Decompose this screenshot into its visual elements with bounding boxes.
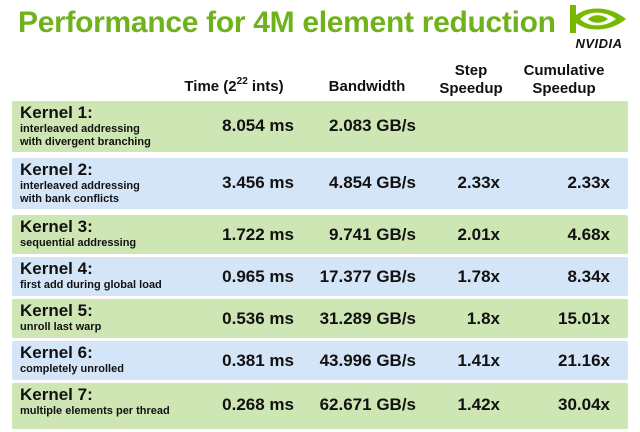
- bandwidth-value: 31.289 GB/s: [319, 309, 416, 328]
- header-time-exponent: 22: [236, 76, 248, 87]
- kernel-name: Kernel 2:: [20, 160, 93, 179]
- header-time-prefix: Time (2: [184, 78, 237, 95]
- time-value: 0.381 ms: [222, 351, 294, 370]
- kernel-name: Kernel 6:: [20, 343, 93, 362]
- kernel-description: multiple elements per thread: [20, 405, 170, 417]
- cumulative-speedup-value: 15.01x: [558, 309, 610, 328]
- cumulative-speedup-value: 21.16x: [558, 351, 610, 370]
- table-row-kernel-7: Kernel 7: multiple elements per thread 0…: [12, 383, 628, 429]
- header-bandwidth-label: Bandwidth: [328, 78, 406, 95]
- step-speedup-value: 1.78x: [457, 267, 500, 286]
- cumulative-speedup-value: 8.34x: [567, 267, 610, 286]
- time-value: 8.054 ms: [222, 116, 294, 135]
- kernel-name: Kernel 4:: [20, 259, 93, 278]
- header-step-line1: Step: [454, 62, 488, 79]
- kernel-name: Kernel 5:: [20, 301, 93, 320]
- cumulative-speedup-value: 2.33x: [567, 173, 610, 192]
- cumulative-speedup-value: 30.04x: [558, 395, 610, 414]
- kernel-description: interleaved addressing with divergent br…: [20, 123, 151, 148]
- header-time-suffix: ints): [247, 78, 284, 95]
- table-row-kernel-3: Kernel 3: sequential addressing 1.722 ms…: [12, 215, 628, 254]
- kernel-description: sequential addressing: [20, 237, 137, 249]
- kernel-name: Kernel 1:: [20, 103, 93, 122]
- kernel-description: first add during global load: [20, 279, 162, 291]
- step-speedup-value: 2.33x: [457, 173, 500, 192]
- time-value: 0.536 ms: [222, 309, 294, 328]
- table-row-kernel-6: Kernel 6: completely unrolled 0.381 ms 4…: [12, 341, 628, 380]
- slide-title: Performance for 4M element reduction: [18, 6, 556, 39]
- bandwidth-value: 2.083 GB/s: [329, 116, 416, 135]
- header-bandwidth: Bandwidth: [312, 78, 422, 96]
- kernel-description: unroll last warp: [20, 321, 102, 333]
- bandwidth-value: 9.741 GB/s: [329, 225, 416, 244]
- step-speedup-value: 1.42x: [457, 395, 500, 414]
- time-value: 3.456 ms: [222, 173, 294, 192]
- kernel-name: Kernel 7:: [20, 385, 93, 404]
- time-value: 0.268 ms: [222, 395, 294, 414]
- header-cum-line1: Cumulative: [523, 62, 605, 79]
- step-speedup-value: 1.8x: [466, 309, 500, 328]
- bandwidth-value: 17.377 GB/s: [319, 267, 416, 286]
- table-row-kernel-5: Kernel 5: unroll last warp 0.536 ms 31.2…: [12, 299, 628, 338]
- cumulative-speedup-value: 4.68x: [567, 225, 610, 244]
- nvidia-eye-icon: [570, 5, 626, 33]
- header-step-speedup: Step Speedup: [426, 62, 516, 98]
- nvidia-logo: NVIDIA: [560, 2, 638, 54]
- table-row-kernel-1: Kernel 1: interleaved addressing with di…: [12, 101, 628, 152]
- header-cum-line2: Speedup: [532, 80, 596, 97]
- time-value: 0.965 ms: [222, 267, 294, 286]
- step-speedup-value: 1.41x: [457, 351, 500, 370]
- table-row-kernel-2: Kernel 2: interleaved addressing with ba…: [12, 158, 628, 209]
- time-value: 1.722 ms: [222, 225, 294, 244]
- kernel-name: Kernel 3:: [20, 217, 93, 236]
- bandwidth-value: 43.996 GB/s: [319, 351, 416, 370]
- table-row-kernel-4: Kernel 4: first add during global load 0…: [12, 257, 628, 296]
- bandwidth-value: 4.854 GB/s: [329, 173, 416, 192]
- header-step-line2: Speedup: [439, 80, 503, 97]
- bandwidth-value: 62.671 GB/s: [319, 395, 416, 414]
- header-time: Time (222 ints): [172, 76, 296, 96]
- kernel-description: completely unrolled: [20, 363, 124, 375]
- kernel-description: interleaved addressing with bank conflic…: [20, 180, 140, 205]
- header-cumulative-speedup: Cumulative Speedup: [510, 62, 618, 98]
- step-speedup-value: 2.01x: [457, 225, 500, 244]
- nvidia-wordmark: NVIDIA: [575, 36, 623, 51]
